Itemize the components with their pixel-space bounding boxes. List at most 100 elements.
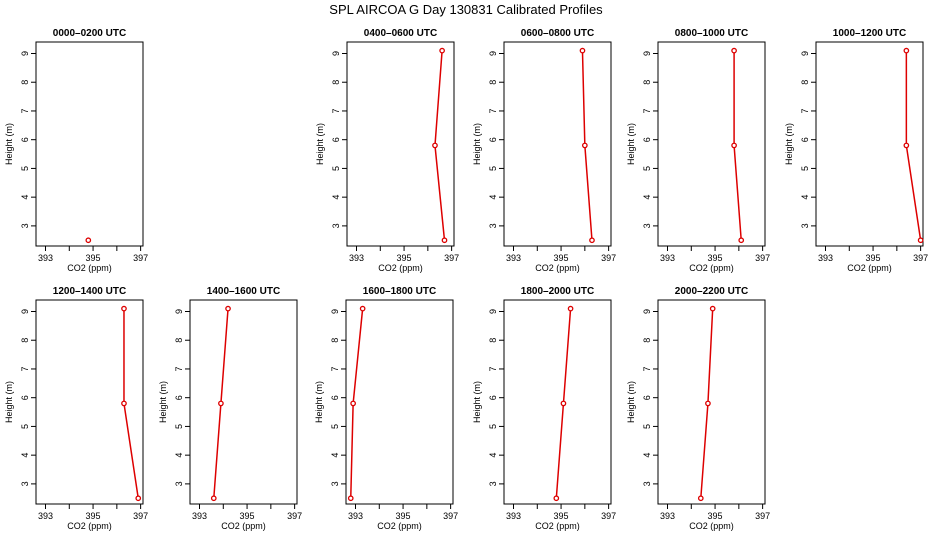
x-tick-label: 395 [86, 511, 101, 521]
y-tick-label: 9 [800, 51, 810, 56]
y-tick-label: 3 [642, 223, 652, 228]
x-tick-label: 393 [38, 511, 53, 521]
y-tick-label: 5 [331, 166, 341, 171]
profile-panel: 1200–1400 UTC 393 395 397 CO2 (ppm) 3 4 5 6 7 8 9 He… [4, 286, 148, 531]
y-tick-label: 7 [488, 366, 498, 371]
y-tick-label: 4 [174, 453, 184, 458]
y-tick-label: 8 [20, 80, 30, 85]
profile-panel: 0000–0200 UTC 393 395 397 CO2 (ppm) 3 4 5 6 7 8 9 He… [4, 28, 148, 273]
y-tick-label: 9 [20, 51, 30, 56]
y-tick-label: 4 [642, 195, 652, 200]
y-tick-label: 6 [20, 137, 30, 142]
y-tick-label: 8 [488, 80, 498, 85]
y-tick-label: 8 [331, 80, 341, 85]
x-tick-label: 395 [554, 253, 569, 263]
y-axis-label: Height (m) [626, 381, 636, 423]
y-tick-label: 9 [488, 309, 498, 314]
plot-frame [657, 299, 766, 505]
x-tick-label: 393 [818, 253, 833, 263]
y-tick-label: 5 [488, 166, 498, 171]
panel-title: 0400–0600 UTC [364, 28, 437, 39]
x-axis-label: CO2 (ppm) [377, 521, 422, 531]
data-point [560, 400, 567, 407]
x-tick-label: 395 [240, 511, 255, 521]
plot-frame [35, 299, 144, 505]
data-point [218, 400, 224, 407]
y-axis-label: Height (m) [626, 123, 636, 165]
y-tick-label: 3 [488, 481, 498, 486]
y-tick-label: 8 [174, 338, 184, 343]
panel-title: 1000–1200 UTC [833, 28, 906, 39]
y-tick-label: 7 [174, 366, 184, 371]
plot-frame [189, 299, 298, 505]
x-tick-label: 397 [755, 253, 770, 263]
y-tick-label: 3 [330, 481, 340, 486]
profile-panel: 0600–0800 UTC 393 395 397 CO2 (ppm) 3 4 5 6 7 8 9 He… [472, 28, 616, 273]
y-axis-label: Height (m) [4, 123, 14, 165]
data-point [121, 400, 127, 407]
x-axis-label: CO2 (ppm) [67, 263, 112, 273]
y-tick-label: 3 [20, 223, 30, 228]
profile-panel: 0800–1000 UTC 393 395 397 CO2 (ppm) 3 4 5 6 7 8 9 He… [626, 28, 770, 273]
panel-title: 1600–1800 UTC [363, 286, 436, 297]
y-tick-label: 9 [20, 309, 30, 314]
y-tick-label: 8 [642, 338, 652, 343]
panel-title: 0000–0200 UTC [53, 28, 126, 39]
data-point [567, 305, 574, 312]
x-tick-label: 393 [506, 253, 521, 263]
x-tick-label: 395 [554, 511, 569, 521]
y-tick-label: 7 [330, 366, 340, 371]
y-tick-label: 8 [488, 338, 498, 343]
y-tick-label: 4 [331, 195, 341, 200]
y-tick-label: 9 [174, 309, 184, 314]
plot-frame [503, 41, 612, 247]
y-tick-label: 6 [642, 137, 652, 142]
data-point [581, 142, 588, 149]
x-axis-label: CO2 (ppm) [689, 263, 734, 273]
panel-title: 1200–1400 UTC [53, 286, 126, 297]
y-tick-label: 3 [800, 223, 810, 228]
data-point [359, 305, 366, 312]
x-tick-label: 395 [708, 253, 723, 263]
data-point [697, 495, 704, 502]
plot-frame [657, 41, 766, 247]
y-tick-label: 4 [20, 195, 30, 200]
profile-panel: 1400–1600 UTC 393 395 397 CO2 (ppm) 3 4 5 6 7 8 9 He… [158, 286, 302, 531]
y-tick-label: 9 [488, 51, 498, 56]
y-axis-label: Height (m) [314, 381, 324, 423]
y-tick-label: 8 [642, 80, 652, 85]
y-tick-label: 4 [20, 453, 30, 458]
x-tick-label: 397 [755, 511, 770, 521]
data-point [705, 400, 711, 407]
y-tick-label: 6 [174, 395, 184, 400]
profile-panel: 1600–1800 UTC 393 395 397 CO2 (ppm) 3 4 5 6 7 8 9 He… [314, 286, 458, 531]
x-tick-label: 393 [506, 511, 521, 521]
data-point [917, 237, 924, 244]
x-tick-label: 395 [397, 253, 412, 263]
y-tick-label: 6 [642, 395, 652, 400]
plot-frame [815, 41, 924, 247]
panel-title: 1400–1600 UTC [207, 286, 280, 297]
y-tick-label: 6 [800, 137, 810, 142]
y-tick-label: 9 [642, 309, 652, 314]
y-tick-label: 5 [174, 424, 184, 429]
y-tick-label: 3 [488, 223, 498, 228]
data-point [432, 142, 438, 149]
y-tick-label: 8 [330, 338, 340, 343]
x-tick-label: 395 [396, 511, 411, 521]
data-point [553, 495, 560, 502]
x-tick-label: 395 [866, 253, 881, 263]
x-axis-label: CO2 (ppm) [689, 521, 734, 531]
y-tick-label: 3 [174, 481, 184, 486]
x-tick-label: 397 [444, 253, 459, 263]
y-tick-label: 7 [20, 366, 30, 371]
y-tick-label: 9 [331, 51, 341, 56]
x-tick-label: 397 [601, 253, 616, 263]
data-point [589, 237, 595, 244]
y-tick-label: 9 [642, 51, 652, 56]
x-tick-label: 397 [601, 511, 616, 521]
profile-panel: 1000–1200 UTC 393 395 397 CO2 (ppm) 3 4 5 6 7 8 9 He… [784, 28, 928, 273]
y-tick-label: 5 [800, 166, 810, 171]
y-tick-label: 4 [330, 453, 340, 458]
